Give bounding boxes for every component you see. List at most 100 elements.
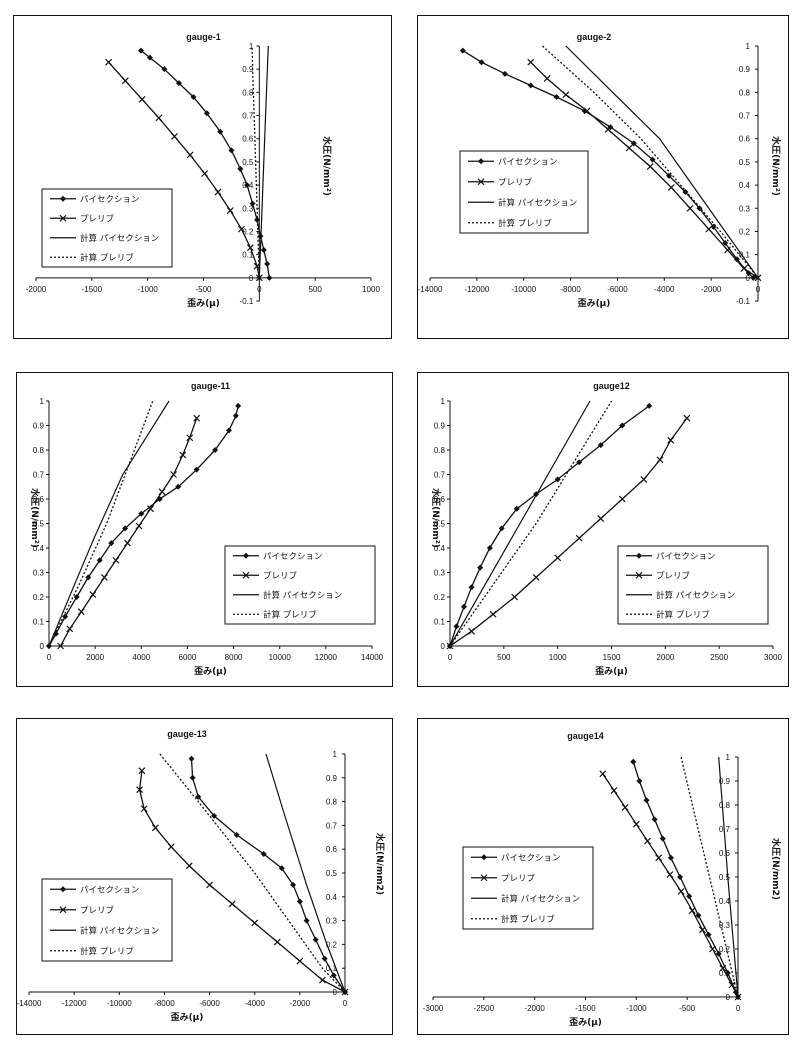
- data-point-x: [618, 495, 626, 503]
- x-tick-label: 0: [47, 653, 52, 662]
- chart-panel-gauge-1: gauge-1-2000-1500-1000-50005001000-0.100…: [13, 15, 392, 339]
- y-tick-label: 0.6: [434, 495, 446, 504]
- data-point-diamond: [468, 584, 475, 591]
- x-axis-label: 歪み(μ): [171, 1012, 204, 1023]
- data-point-x: [319, 976, 326, 984]
- x-tick-label: -12000: [62, 999, 87, 1008]
- data-point-x: [112, 556, 120, 564]
- legend-label: パイセクション: [656, 552, 716, 562]
- data-point-x: [238, 225, 245, 233]
- legend-label: プレリブ: [80, 905, 115, 916]
- x-tick-label: -4000: [244, 999, 265, 1008]
- data-point-x: [656, 456, 664, 464]
- y-tick-label: 1: [249, 42, 254, 51]
- data-point-diamond: [682, 189, 689, 196]
- y-axis-label: 水圧(N/mm2): [770, 838, 782, 900]
- y-axis-label: 水圧(N/mm²): [430, 488, 442, 548]
- legend-box: [617, 545, 769, 625]
- data-point-diamond: [527, 82, 534, 89]
- x-tick-label: 14000: [361, 653, 384, 662]
- data-point-x: [201, 170, 209, 177]
- data-point-diamond: [478, 59, 485, 66]
- data-point-x: [57, 642, 64, 650]
- data-point-x: [511, 593, 519, 601]
- y-tick-label: 1: [40, 397, 45, 406]
- data-point-diamond: [501, 70, 508, 77]
- y-tick-label: -0.1: [736, 297, 750, 306]
- series-line-solid: [718, 756, 739, 998]
- data-point-diamond: [266, 274, 273, 281]
- x-tick-label: -14000: [418, 285, 443, 294]
- y-tick-label: 0.2: [739, 227, 751, 236]
- legend-marker-diamond: [478, 158, 484, 165]
- data-point-diamond: [686, 893, 693, 900]
- data-point-x: [155, 114, 163, 122]
- y-tick-label: 0.8: [326, 798, 338, 807]
- data-point-x: [100, 573, 108, 581]
- legend-box: [459, 150, 589, 234]
- data-point-x: [171, 132, 178, 140]
- data-point-diamond: [188, 755, 195, 762]
- data-point-x: [683, 414, 691, 422]
- data-point-x: [140, 805, 148, 813]
- series-line-dotted: [680, 756, 739, 998]
- y-axis-label: 水圧(N/mm²): [29, 488, 41, 548]
- data-point-diamond: [108, 540, 115, 547]
- series-line-x: [602, 773, 739, 998]
- x-tick-label: -2000: [524, 1004, 545, 1013]
- data-point-diamond: [312, 936, 319, 943]
- x-tick-label: 500: [308, 285, 322, 294]
- data-point-diamond: [619, 422, 626, 429]
- data-point-diamond: [233, 831, 240, 838]
- data-point-x: [610, 787, 618, 795]
- y-tick-label: 0.8: [33, 446, 45, 455]
- y-tick-label: 0.4: [326, 893, 338, 902]
- data-point-diamond: [161, 66, 168, 73]
- x-tick-label: -10000: [107, 999, 132, 1008]
- y-tick-label: 0.8: [242, 88, 254, 97]
- data-point-diamond: [330, 972, 337, 979]
- data-point-x: [740, 265, 748, 272]
- chart-title: gauge-11: [191, 381, 230, 391]
- data-point-diamond: [193, 466, 200, 473]
- series-line-solid: [565, 45, 759, 279]
- legend-label: 計算 パイセクション: [80, 233, 159, 244]
- data-point-x: [251, 919, 259, 927]
- legend-marker-diamond: [481, 854, 487, 861]
- y-tick-label: 0: [249, 274, 254, 283]
- legend-marker-diamond: [60, 886, 66, 893]
- data-point-x: [136, 786, 144, 794]
- y-tick-label: 0.2: [33, 593, 45, 602]
- data-point-x: [709, 945, 717, 953]
- y-tick-label: 0.2: [242, 227, 254, 236]
- data-point-x: [667, 183, 675, 191]
- chart-panel-gauge-11: gauge-11 0 2000 4000 6000 8000 10000 12000 14000…: [16, 372, 393, 687]
- data-point-x: [186, 151, 194, 159]
- y-tick-label: 0.7: [33, 471, 45, 480]
- x-axis-label: 歪み(μ): [194, 666, 227, 677]
- x-tick-label: 6000: [179, 653, 197, 662]
- legend-label: パイセクション: [80, 885, 140, 895]
- y-tick-label: 0.8: [434, 446, 446, 455]
- y-tick-label: 0.1: [242, 251, 254, 260]
- data-point-diamond: [260, 247, 267, 253]
- data-point-diamond: [195, 793, 202, 800]
- y-tick-label: 0.6: [739, 135, 751, 144]
- data-point-x: [621, 803, 629, 811]
- data-point-x: [655, 854, 663, 862]
- legend-label: プレリブ: [80, 213, 115, 224]
- series-line-diamond: [632, 761, 739, 998]
- x-axis-label: 歪み(μ): [595, 666, 628, 677]
- data-point-diamond: [649, 156, 656, 163]
- x-tick-label: -8000: [560, 285, 581, 294]
- data-point-diamond: [715, 950, 722, 957]
- y-tick-label: 0: [726, 993, 731, 1002]
- chart-title: gauge12: [593, 381, 630, 391]
- y-tick-label: 0.1: [719, 969, 731, 978]
- legend-box: [41, 878, 173, 962]
- data-point-diamond: [225, 427, 232, 434]
- data-point-x: [246, 244, 254, 252]
- y-tick-label: 0.3: [326, 917, 338, 926]
- data-point-diamond: [722, 240, 729, 247]
- legend-marker-x: [635, 571, 643, 579]
